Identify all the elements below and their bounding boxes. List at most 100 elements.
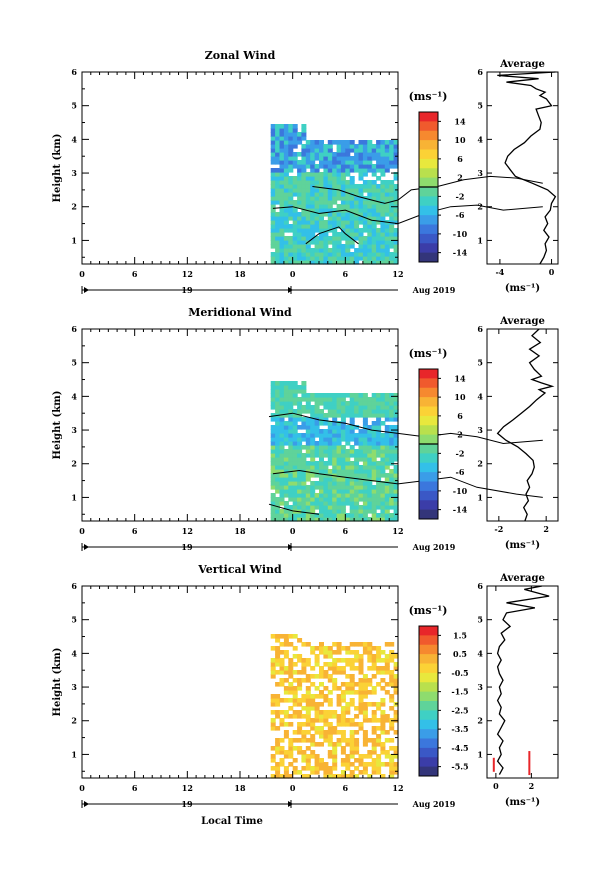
- heatmap-cell: [367, 244, 373, 249]
- heatmap-cell: [358, 678, 364, 683]
- heatmap-cell: [305, 425, 311, 430]
- heatmap-cell: [275, 421, 281, 426]
- heatmap-cell: [384, 489, 390, 494]
- heatmap-cell: [327, 441, 333, 446]
- heatmap-cell: [371, 666, 377, 671]
- heatmap-cell: [367, 405, 373, 410]
- heatmap-cell: [367, 501, 373, 506]
- heatmap-cell: [349, 256, 355, 261]
- heatmap-cell: [279, 224, 285, 229]
- heatmap-cell: [332, 236, 338, 241]
- profile-x-tick-label: -4: [495, 267, 504, 277]
- heatmap-cell: [327, 714, 333, 719]
- heatmap-cell: [376, 706, 382, 711]
- heatmap-cell: [292, 710, 298, 715]
- heatmap-cell: [327, 662, 333, 667]
- heatmap-cell: [336, 453, 342, 458]
- colorbar-swatch: [419, 509, 438, 520]
- heatmap-cell: [393, 710, 399, 715]
- heatmap-cell: [319, 714, 324, 719]
- heatmap-cell: [371, 497, 377, 502]
- heatmap-cell: [354, 260, 360, 265]
- heatmap-cell: [279, 413, 285, 418]
- heatmap-cell: [270, 397, 276, 402]
- heatmap-cell: [270, 646, 276, 651]
- heatmap-cell: [336, 493, 342, 498]
- heatmap-cell: [367, 690, 373, 695]
- heatmap-cell: [389, 457, 395, 462]
- heatmap-cell: [336, 509, 342, 514]
- heatmap-cell: [301, 670, 307, 675]
- heatmap-cell: [380, 710, 386, 715]
- heatmap-cell: [288, 180, 294, 185]
- heatmap-cell: [319, 156, 324, 161]
- heatmap-cell: [319, 184, 324, 189]
- heatmap-cell: [371, 156, 377, 161]
- heatmap-cell: [319, 144, 324, 149]
- heatmap-cell: [389, 670, 395, 675]
- heatmap-cell: [319, 196, 324, 201]
- heatmap-cell: [314, 758, 320, 763]
- heatmap-cell: [393, 682, 399, 687]
- heatmap-cell: [319, 477, 324, 482]
- heatmap-cell: [393, 397, 399, 402]
- heatmap-cell: [323, 240, 329, 245]
- heatmap-cell: [323, 260, 329, 265]
- heatmap-cell: [332, 196, 338, 201]
- heatmap-cell: [305, 236, 311, 241]
- heatmap-cell: [283, 457, 289, 462]
- heatmap-cell: [288, 505, 294, 510]
- heatmap-cell: [367, 473, 373, 478]
- heatmap-cell: [371, 517, 377, 522]
- heatmap-cell: [340, 437, 346, 442]
- heatmap-cell: [358, 208, 364, 213]
- heatmap-cell: [327, 501, 333, 506]
- heatmap-cell: [393, 417, 399, 422]
- heatmap-cell: [301, 232, 307, 237]
- heatmap-cell: [358, 212, 364, 217]
- heatmap-cell: [283, 449, 289, 454]
- heatmap-cell: [389, 188, 395, 193]
- heatmap-cell: [384, 160, 390, 165]
- heatmap-cell: [283, 686, 289, 691]
- heatmap-cell: [340, 168, 346, 173]
- heatmap-cell: [297, 212, 303, 217]
- heatmap-cell: [275, 750, 281, 755]
- heatmap-cell: [275, 770, 281, 775]
- heatmap-cell: [384, 449, 390, 454]
- heatmap-cell: [283, 485, 289, 490]
- heatmap-cell: [349, 730, 355, 735]
- heatmap-cell: [389, 449, 395, 454]
- heatmap-cell: [327, 750, 333, 755]
- heatmap-cell: [279, 634, 285, 639]
- contour-line: [312, 175, 543, 204]
- heatmap-cell: [301, 453, 307, 458]
- heatmap-cell: [362, 718, 368, 723]
- heatmap-cell: [354, 690, 360, 695]
- heatmap-cell: [345, 493, 351, 498]
- heatmap-cell: [323, 698, 329, 703]
- heatmap-cell: [371, 766, 377, 771]
- heatmap-cell: [275, 385, 281, 390]
- heatmap-cell: [310, 240, 316, 245]
- heatmap-cell: [270, 204, 276, 209]
- heatmap-cell: [310, 168, 316, 173]
- heatmap-cell: [358, 666, 364, 671]
- heatmap-cell: [319, 449, 324, 454]
- heatmap-cell: [332, 160, 338, 165]
- heatmap-cell: [376, 252, 382, 257]
- heatmap-cell: [323, 148, 329, 153]
- heatmap-cells: [270, 381, 399, 522]
- heatmap-cell: [319, 200, 324, 205]
- profile-line: [496, 585, 550, 775]
- heatmap-cell: [323, 738, 329, 743]
- heatmap-cell: [310, 140, 316, 145]
- heatmap-cell: [310, 156, 316, 161]
- heatmap-cell: [305, 164, 311, 169]
- heatmap-cell: [349, 180, 355, 185]
- heatmap-cell: [323, 774, 329, 779]
- heatmap-cell: [283, 509, 289, 514]
- heatmap-cell: [301, 212, 307, 217]
- colorbar-swatch: [419, 644, 438, 655]
